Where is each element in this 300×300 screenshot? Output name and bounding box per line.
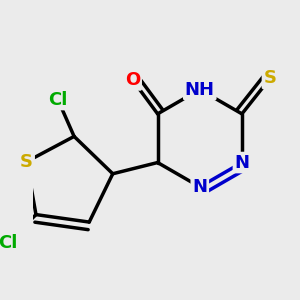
Text: Cl: Cl <box>48 91 68 109</box>
Text: NH: NH <box>185 80 215 98</box>
Text: Cl: Cl <box>0 234 18 252</box>
Text: N: N <box>234 154 249 172</box>
Text: S: S <box>263 70 277 88</box>
Text: S: S <box>20 153 33 171</box>
Text: O: O <box>125 71 140 89</box>
Text: N: N <box>192 178 207 196</box>
